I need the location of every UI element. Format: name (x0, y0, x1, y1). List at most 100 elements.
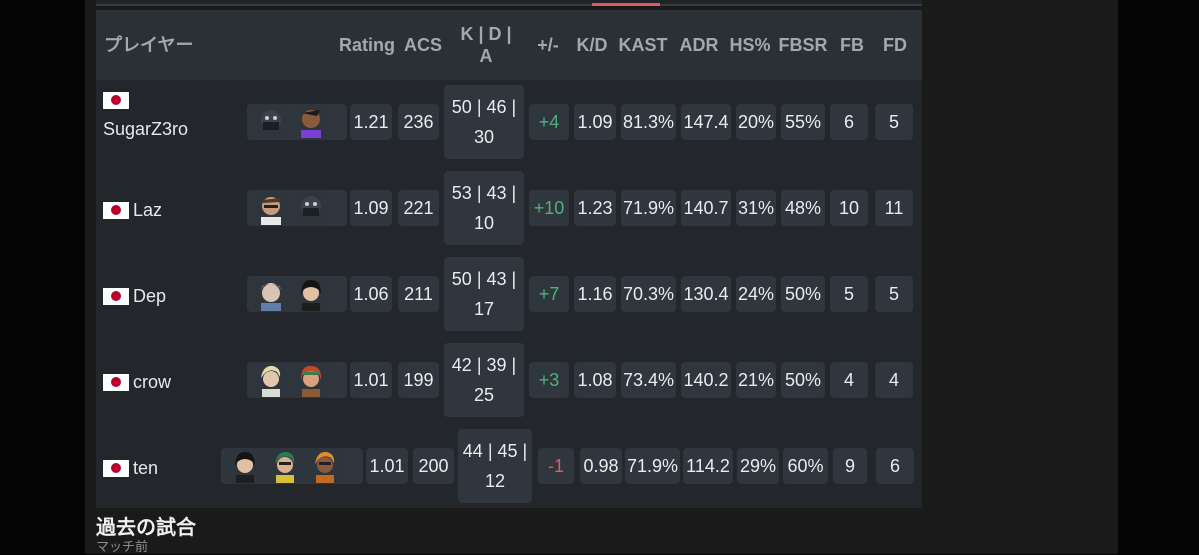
header-fd[interactable]: FD (883, 35, 907, 55)
agent-green-icon (267, 448, 303, 484)
japan-flag-icon (103, 374, 129, 391)
plus-minus-cell: +10 (529, 190, 569, 226)
agent-orange-icon (307, 448, 343, 484)
acs-cell: 236 (398, 104, 439, 140)
fd-cell: 5 (875, 276, 913, 312)
kda-bottom: 12 (484, 471, 506, 491)
adr-cell: 140.2 (681, 362, 731, 398)
table-row: Laz 1.09 221 53 | 43 | 10 +10 1.23 71.9%… (96, 166, 922, 252)
adr-cell: 114.2 (683, 448, 733, 484)
agent-dark-hair-icon (293, 276, 329, 312)
player-name[interactable]: Laz (133, 200, 163, 220)
kda-top: 50 | 43 | (451, 269, 517, 289)
right-margin (1118, 0, 1199, 554)
hs-cell: 20% (736, 104, 776, 140)
header-kda-line2: A (479, 46, 493, 66)
header-fb[interactable]: FB (840, 35, 864, 55)
kast-cell: 71.9% (621, 190, 676, 226)
past-matches-title: 過去の試合 (96, 517, 196, 539)
kda-cell: 53 | 43 | 10 (444, 171, 524, 245)
kda-bottom: 25 (473, 385, 495, 405)
header-player[interactable]: プレイヤー (104, 35, 194, 55)
tab-strip (96, 0, 922, 6)
agent-dark-hair-icon (227, 448, 263, 484)
fd-cell: 4 (875, 362, 913, 398)
table-row: crow 1.01 199 42 | 39 | 25 +3 1.08 73.4%… (96, 338, 922, 424)
player-name[interactable]: ten (133, 458, 159, 478)
agent-masked-icon (253, 104, 289, 140)
player-cell[interactable]: Dep (103, 286, 166, 307)
player-cell[interactable]: SugarZ3ro (103, 92, 188, 140)
agents-cell (247, 362, 347, 398)
active-tab-indicator (592, 3, 660, 6)
past-matches-subtitle: マッチ前 (96, 539, 149, 554)
hs-cell: 29% (737, 448, 779, 484)
left-margin (0, 0, 85, 554)
agents-cell (221, 448, 363, 484)
hs-cell: 24% (736, 276, 776, 312)
fb-cell: 9 (833, 448, 867, 484)
header-adr[interactable]: ADR (679, 35, 719, 55)
agent-glasses-icon (253, 190, 289, 226)
header-hs[interactable]: HS% (729, 35, 771, 55)
table-body: SugarZ3ro 1.21 236 50 | 46 | 30 +4 1.09 … (96, 80, 922, 508)
player-stats-table: プレイヤー Rating ACS K | D | A +/- K/D KAST … (96, 10, 922, 508)
agent-purple-icon (293, 104, 329, 140)
fb-cell: 4 (830, 362, 868, 398)
header-rating[interactable]: Rating (339, 35, 395, 55)
header-kda-line1: K | D | (460, 24, 512, 44)
header-plus-minus[interactable]: +/- (537, 35, 559, 55)
kda-cell: 50 | 43 | 17 (444, 257, 524, 331)
kda-top: 53 | 43 | (451, 183, 517, 203)
rating-cell: 1.01 (366, 448, 408, 484)
fb-cell: 6 (830, 104, 868, 140)
header-kda[interactable]: K | D | A (451, 10, 521, 80)
kast-cell: 73.4% (621, 362, 676, 398)
agent-blonde-icon (253, 362, 289, 398)
rating-cell: 1.06 (350, 276, 392, 312)
kda-top: 42 | 39 | (451, 355, 517, 375)
fd-cell: 6 (876, 448, 914, 484)
adr-cell: 147.4 (681, 104, 731, 140)
rating-cell: 1.21 (350, 104, 392, 140)
kda-bottom: 17 (473, 299, 495, 319)
kda-bottom: 10 (473, 213, 495, 233)
agent-redhead-icon (293, 362, 329, 398)
kda-top: 50 | 46 | (451, 97, 517, 117)
player-cell[interactable]: Laz (103, 200, 162, 221)
kda-cell: 50 | 46 | 30 (444, 85, 524, 159)
kd-cell: 1.23 (574, 190, 616, 226)
header-fbsr[interactable]: FBSR (778, 35, 828, 55)
japan-flag-icon (103, 92, 129, 109)
rating-cell: 1.09 (350, 190, 392, 226)
header-kast[interactable]: KAST (618, 35, 668, 55)
kda-cell: 44 | 45 | 12 (458, 429, 532, 503)
fbsr-cell: 48% (781, 190, 825, 226)
plus-minus-cell: +4 (529, 104, 569, 140)
player-cell[interactable]: ten (103, 458, 158, 479)
header-kd[interactable]: K/D (576, 35, 608, 55)
kd-cell: 1.16 (574, 276, 616, 312)
player-name[interactable]: SugarZ3ro (103, 119, 189, 139)
fb-cell: 5 (830, 276, 868, 312)
acs-cell: 200 (413, 448, 454, 484)
fbsr-cell: 55% (781, 104, 825, 140)
adr-cell: 130.4 (681, 276, 731, 312)
japan-flag-icon (103, 202, 129, 219)
kast-cell: 81.3% (621, 104, 676, 140)
kd-cell: 0.98 (580, 448, 622, 484)
agents-cell (247, 190, 347, 226)
acs-cell: 199 (398, 362, 439, 398)
kd-cell: 1.09 (574, 104, 616, 140)
fbsr-cell: 50% (781, 362, 825, 398)
japan-flag-icon (103, 288, 129, 305)
table-row: SugarZ3ro 1.21 236 50 | 46 | 30 +4 1.09 … (96, 80, 922, 166)
player-name[interactable]: crow (133, 372, 172, 392)
player-name[interactable]: Dep (133, 286, 167, 306)
header-acs[interactable]: ACS (403, 35, 442, 55)
fbsr-cell: 60% (783, 448, 828, 484)
table-header: プレイヤー Rating ACS K | D | A +/- K/D KAST … (96, 10, 922, 80)
kda-cell: 42 | 39 | 25 (444, 343, 524, 417)
acs-cell: 211 (398, 276, 439, 312)
player-cell[interactable]: crow (103, 372, 171, 393)
